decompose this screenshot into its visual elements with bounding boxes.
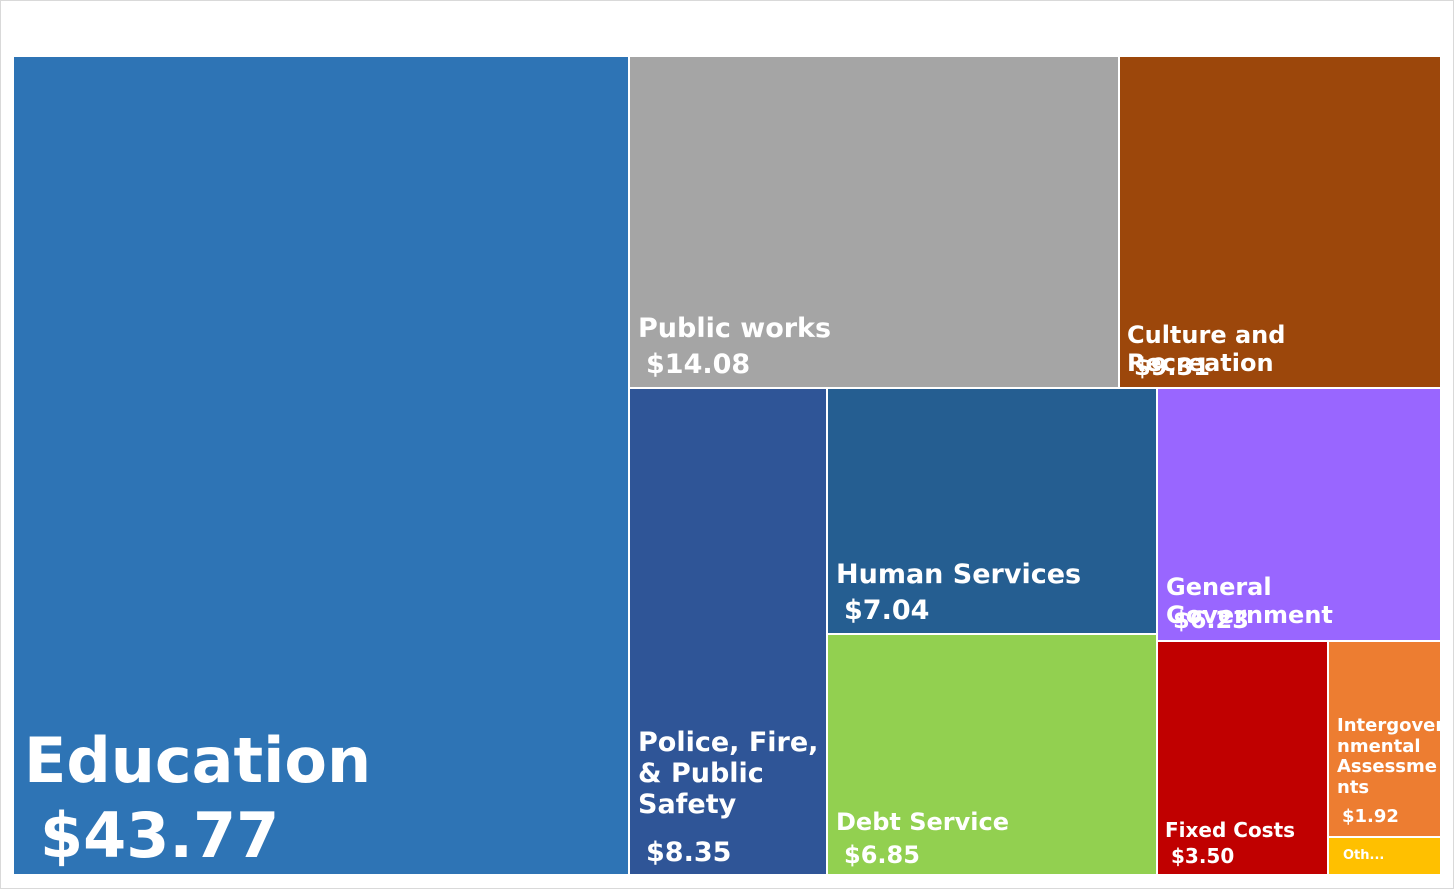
- tile-label: Intergover nmental Assessme nts: [1337, 715, 1441, 799]
- treemap-tile-education: Education $43.77: [13, 56, 629, 875]
- tile-label: Public works: [638, 313, 832, 344]
- tile-value: $1.92: [1342, 806, 1399, 827]
- tile-label: Debt Service: [836, 808, 1009, 836]
- treemap-tile-public-works: Public works $14.08: [629, 56, 1119, 388]
- tile-label: General Government: [1166, 573, 1333, 629]
- treemap-tile-police-fire-public-safety: Police, Fire, & Public Safety $8.35: [629, 388, 827, 875]
- tile-value: $9.31: [1134, 353, 1210, 381]
- treemap-tile-intergovernmental-assessments: Intergover nmental Assessme nts $1.92: [1328, 641, 1441, 837]
- tile-label: Fixed Costs: [1165, 818, 1296, 842]
- tile-value: $3.50: [1171, 844, 1235, 868]
- tile-value: $6.23: [1173, 606, 1249, 634]
- tile-label: Oth...: [1343, 848, 1385, 863]
- treemap-tile-fixed-costs: Fixed Costs $3.50: [1157, 641, 1328, 875]
- tile-value: $8.35: [646, 837, 732, 868]
- tile-value: $14.08: [646, 349, 751, 380]
- treemap-tile-oth: Oth...: [1328, 837, 1441, 875]
- treemap-tile-culture-and-recreation: Culture and Recreation $9.31: [1119, 56, 1441, 388]
- tile-label: Education: [24, 724, 372, 797]
- tile-label: Police, Fire, & Public Safety: [638, 727, 819, 821]
- tile-value: $6.85: [844, 841, 920, 869]
- tile-value: $43.77: [40, 799, 280, 872]
- tile-value: $7.04: [844, 595, 930, 626]
- treemap-tile-debt-service: Debt Service $6.85: [827, 634, 1157, 875]
- treemap-tile-general-government: General Government $6.23: [1157, 388, 1441, 641]
- treemap-tile-human-services: Human Services $7.04: [827, 388, 1157, 634]
- tile-label: Human Services: [836, 559, 1082, 590]
- tile-label: Culture and Recreation: [1127, 321, 1286, 377]
